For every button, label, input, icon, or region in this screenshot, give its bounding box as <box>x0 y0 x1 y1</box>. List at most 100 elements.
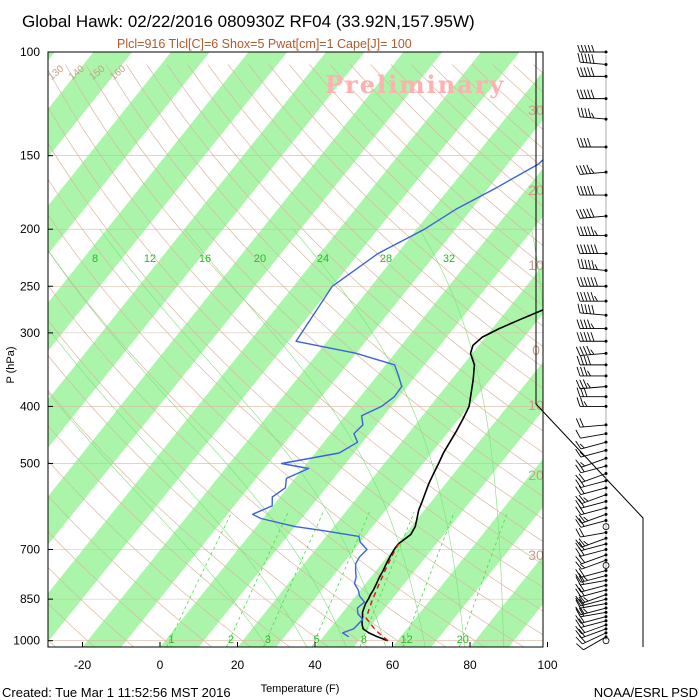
wind-barb <box>576 89 608 101</box>
mixing-ratio-label: 32 <box>443 253 455 265</box>
wind-barb <box>575 429 608 439</box>
wind-barb <box>575 568 608 578</box>
y-tick-label: 700 <box>20 542 40 556</box>
mixing-ratio-line <box>312 512 370 647</box>
x-tick-label: 20 <box>231 658 245 672</box>
mixing-ratio-label: 20 <box>254 253 266 265</box>
isotherm-band <box>392 458 543 647</box>
dry-adiabat-line <box>48 425 290 647</box>
dry-adiabat-line <box>48 284 446 647</box>
dry-adiabat-line <box>126 64 543 475</box>
y-tick-label: 400 <box>20 399 40 413</box>
wind-barb <box>576 397 608 408</box>
dry-adiabat-line <box>48 460 251 647</box>
x-tick-label: 60 <box>386 658 400 672</box>
wind-barb <box>575 518 608 528</box>
wind-barb <box>576 366 608 378</box>
footer-credit: NOAA/ESRL PSD <box>594 685 698 700</box>
wind-barb <box>575 596 608 607</box>
mixing-ratio-bottom-label: 12 <box>400 634 412 646</box>
wind-barb <box>575 208 608 219</box>
moist-adiabat-line <box>184 229 426 647</box>
moist-adiabat-line <box>419 229 504 647</box>
x-tick-label: 80 <box>463 658 477 672</box>
wind-barb <box>575 417 608 428</box>
wind-barb <box>575 448 608 458</box>
moist-adiabat-label: 20 <box>528 467 544 483</box>
wind-barb <box>575 605 608 616</box>
x-axis-label: Temperature (F) <box>261 683 340 695</box>
wind-barb <box>576 277 608 288</box>
wind-barb <box>575 547 608 557</box>
dry-adiabat-line <box>268 64 543 327</box>
wind-barb <box>576 332 608 343</box>
moist-adiabat-line <box>99 229 387 647</box>
y-axis-label: P (hPa) <box>5 346 17 383</box>
dry-adiabat-line <box>248 64 543 347</box>
isotherm-band <box>48 52 210 255</box>
y-tick-label: 300 <box>20 326 40 340</box>
isotherm-band <box>548 52 700 647</box>
dry-adiabat-line <box>48 389 329 647</box>
wind-barb <box>576 137 608 149</box>
wind-barb <box>576 319 608 331</box>
mixing-ratio-label: 8 <box>92 253 98 265</box>
y-tick-label: 100 <box>20 45 40 59</box>
isobar-lines <box>48 52 543 641</box>
y-tick-label: 150 <box>20 149 40 163</box>
wind-barb <box>575 627 608 639</box>
moist-adiabat-line <box>581 229 615 653</box>
wind-barb <box>575 558 608 570</box>
mixing-ratio-bottom-label: 5 <box>314 634 320 646</box>
dry-adiabat-line <box>227 64 543 368</box>
x-axis-ticks: -20 0 20 40 60 80 100 <box>74 642 558 672</box>
wind-barb <box>576 185 608 197</box>
chart-subtitle: Plcl=916 Tlcl[C]=6 Shox=5 Pwat[cm]=1 Cap… <box>117 37 412 51</box>
mixing-ratio-label: 24 <box>317 253 329 265</box>
wind-barb <box>575 553 608 565</box>
wind-barb <box>602 523 610 530</box>
dry-adiabat-line <box>207 64 543 389</box>
mixing-ratio-line <box>458 512 508 647</box>
mixing-ratio-label: 12 <box>144 253 156 265</box>
wind-barb <box>575 478 608 488</box>
isotherm-band <box>48 52 365 448</box>
mixing-ratio-line <box>166 512 233 647</box>
isotherm-band <box>160 168 543 647</box>
mixing-ratio-line <box>263 512 324 647</box>
dry-adiabat-line <box>48 249 485 647</box>
wind-barb <box>575 614 608 624</box>
wind-barb <box>576 226 608 238</box>
wind-barb <box>575 463 608 474</box>
wind-barb <box>575 598 608 609</box>
dry-adiabat-line <box>48 603 95 647</box>
mixing-ratio-bottom-label: 2 <box>228 634 234 646</box>
parcel-line <box>365 541 401 642</box>
wind-barb <box>576 244 608 256</box>
mixing-ratio-bottom-label: 8 <box>361 634 367 646</box>
wind-panel <box>535 45 644 650</box>
mixing-ratio-label: 28 <box>380 253 392 265</box>
dry-adiabat-line <box>48 69 543 565</box>
moist-adiabat-line <box>292 229 465 647</box>
wind-barb <box>576 355 608 367</box>
y-axis-ticks: 100 150 200 250 300 400 500 700 850 1000 <box>13 45 53 648</box>
y-tick-label: 850 <box>20 592 40 606</box>
wind-barb <box>575 536 608 548</box>
isotherm-band <box>48 52 520 642</box>
wind-barb <box>577 303 608 317</box>
wind-barb <box>602 562 610 569</box>
wind-barb <box>577 258 608 272</box>
dry-adiabat-line <box>105 64 543 497</box>
wind-barb <box>575 493 608 505</box>
isotherm-band <box>48 52 288 352</box>
x-tick-label: 100 <box>537 658 557 672</box>
temperature-line <box>361 309 543 642</box>
moist-adiabat-label: 30 <box>528 547 544 563</box>
wind-barb <box>576 635 608 650</box>
moist-adiabat-line <box>48 391 268 647</box>
wind-barb <box>575 618 608 628</box>
y-tick-label: 1000 <box>13 634 40 648</box>
